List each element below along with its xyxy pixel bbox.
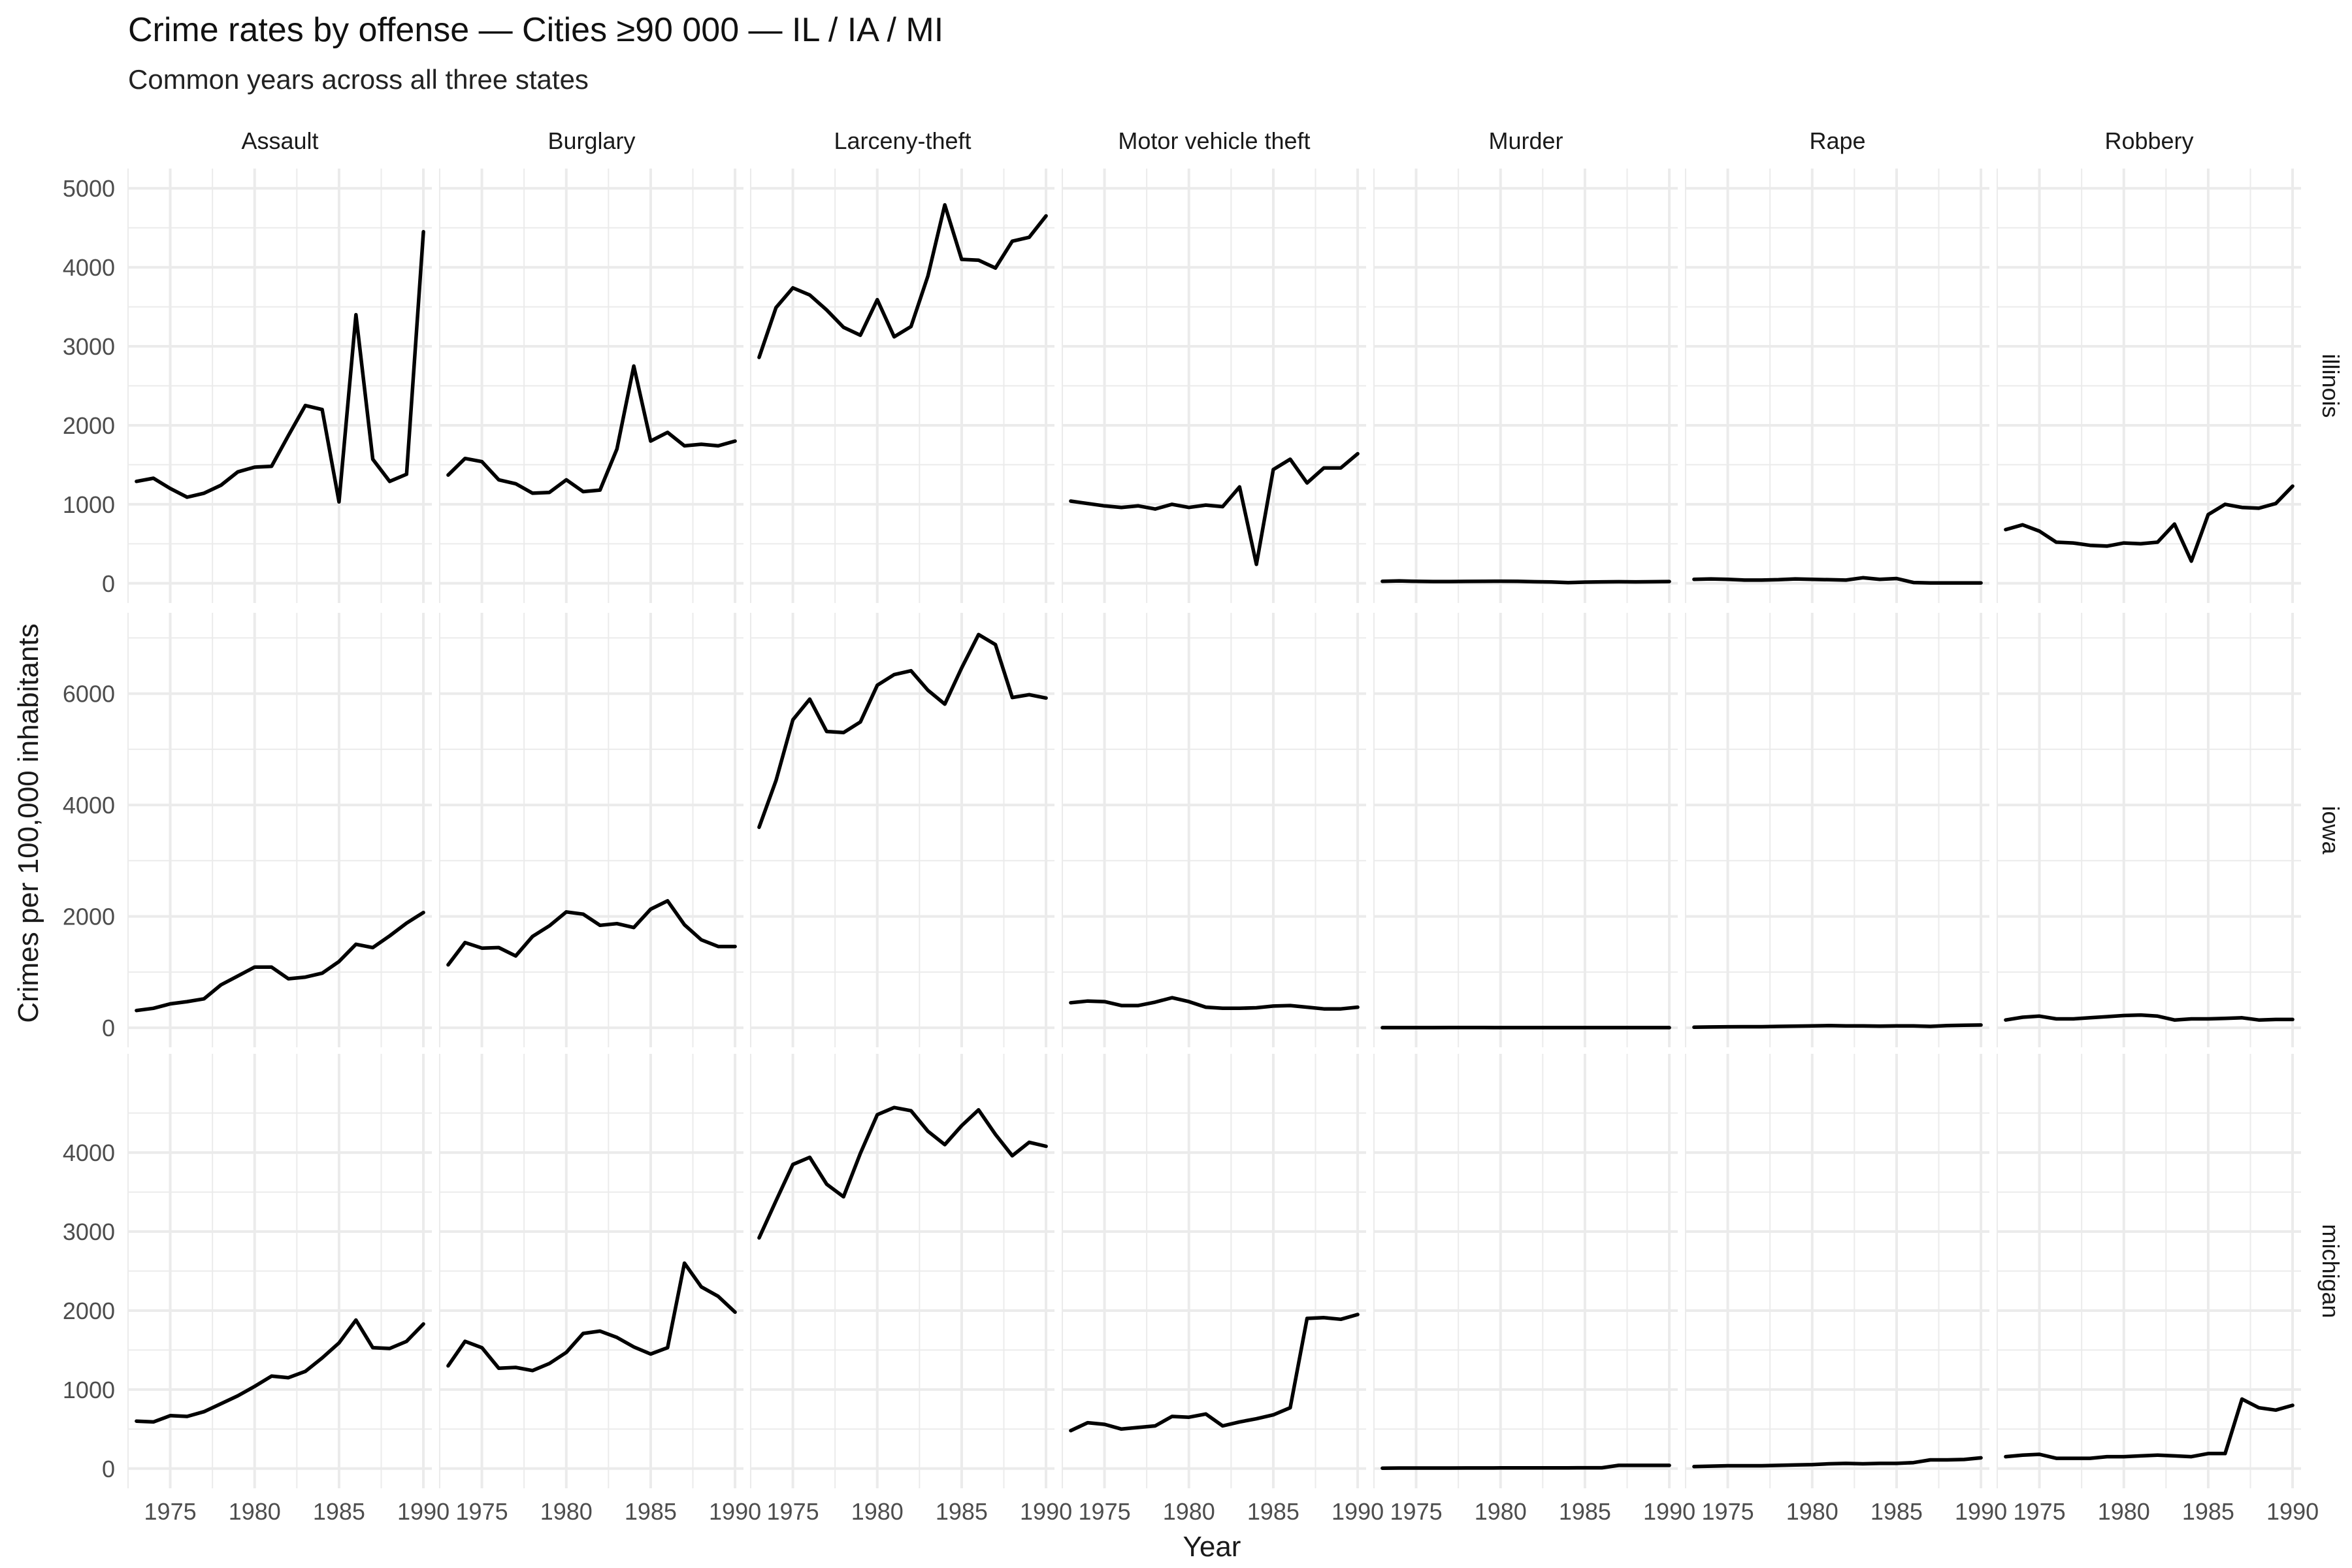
- chart-title: Crime rates by offense — Cities ≥90 000 …: [128, 11, 944, 49]
- series-line-illinois-robbery: [2004, 484, 2295, 563]
- series-line-illinois-assault: [135, 229, 425, 504]
- y-tick-label: 5000: [63, 175, 115, 202]
- y-tick-label: 0: [102, 1015, 115, 1041]
- strip-label-motor-vehicle-theft: Motor vehicle theft: [1118, 127, 1310, 154]
- x-tick-label: 1990: [1955, 1498, 2007, 1525]
- x-tick-label: 1980: [1163, 1498, 1215, 1525]
- series-line-iowa-motor-vehicle-theft: [1069, 996, 1360, 1011]
- x-tick-label: 1985: [936, 1498, 988, 1525]
- strip-label-murder: Murder: [1488, 127, 1563, 154]
- strip-label-rape: Rape: [1809, 127, 1865, 154]
- y-axis-title: Crimes per 100,000 inhabitants: [12, 623, 44, 1022]
- x-tick-label: 1990: [1643, 1498, 1695, 1525]
- x-axis-title: Year: [1183, 1531, 1241, 1563]
- x-tick-label: 1985: [1559, 1498, 1611, 1525]
- series-line-illinois-larceny-theft: [757, 203, 1048, 359]
- series-line-illinois-motor-vehicle-theft: [1069, 451, 1360, 566]
- x-tick-label: 1980: [1786, 1498, 1838, 1525]
- y-tick-label: 2000: [63, 904, 115, 930]
- series-line-michigan-assault: [135, 1318, 425, 1424]
- x-tick-label: 1975: [456, 1498, 508, 1525]
- y-tick-label: 1000: [63, 491, 115, 518]
- series-line-iowa-burglary: [446, 899, 737, 967]
- x-tick-label: 1980: [540, 1498, 593, 1525]
- series-line-iowa-robbery: [2004, 1013, 2295, 1022]
- x-tick-label: 1975: [1079, 1498, 1131, 1525]
- series-line-iowa-assault: [135, 910, 425, 1013]
- series-line-iowa-rape: [1692, 1023, 1983, 1030]
- row-strip-label-iowa: iowa: [2317, 806, 2344, 855]
- x-tick-label: 1990: [2266, 1498, 2319, 1525]
- row-strip-label-michigan: michigan: [2317, 1224, 2344, 1318]
- x-tick-label: 1990: [1020, 1498, 1072, 1525]
- series-line-illinois-rape: [1692, 576, 1983, 585]
- x-tick-label: 1985: [2182, 1498, 2234, 1525]
- x-tick-label: 1980: [2098, 1498, 2150, 1525]
- row-strip-label-illinois: illinois: [2317, 353, 2344, 417]
- y-tick-label: 4000: [63, 254, 115, 281]
- y-tick-label: 1000: [63, 1377, 115, 1403]
- series-line-michigan-motor-vehicle-theft: [1069, 1313, 1360, 1433]
- x-tick-label: 1990: [397, 1498, 449, 1525]
- series-line-michigan-murder: [1380, 1463, 1671, 1470]
- x-tick-label: 1980: [851, 1498, 904, 1525]
- strip-label-robbery: Robbery: [2104, 127, 2193, 154]
- series-line-michigan-burglary: [446, 1261, 737, 1373]
- y-tick-label: 4000: [63, 792, 115, 819]
- series-line-michigan-rape: [1692, 1456, 1983, 1469]
- x-tick-label: 1975: [1390, 1498, 1443, 1525]
- x-tick-label: 1990: [709, 1498, 761, 1525]
- y-tick-label: 3000: [63, 333, 115, 360]
- series-line-iowa-larceny-theft: [757, 632, 1048, 829]
- strip-label-larceny-theft: Larceny-theft: [834, 127, 971, 154]
- y-tick-label: 6000: [63, 681, 115, 708]
- series-line-illinois-burglary: [446, 364, 737, 495]
- y-tick-label: 0: [102, 570, 115, 597]
- x-tick-label: 1985: [1870, 1498, 1923, 1525]
- series-line-michigan-robbery: [2004, 1397, 2295, 1460]
- y-tick-label: 0: [102, 1456, 115, 1482]
- y-tick-label: 2000: [63, 412, 115, 439]
- series-line-illinois-murder: [1380, 579, 1671, 585]
- x-tick-label: 1980: [229, 1498, 281, 1525]
- x-tick-label: 1975: [144, 1498, 197, 1525]
- x-tick-label: 1985: [313, 1498, 365, 1525]
- chart-subtitle: Common years across all three states: [128, 64, 589, 95]
- y-tick-label: 3000: [63, 1218, 115, 1245]
- y-tick-label: 2000: [63, 1298, 115, 1324]
- strip-label-burglary: Burglary: [547, 127, 635, 154]
- x-tick-label: 1985: [1247, 1498, 1299, 1525]
- series-line-michigan-larceny-theft: [757, 1105, 1048, 1240]
- x-tick-label: 1975: [2014, 1498, 2066, 1525]
- x-tick-label: 1980: [1475, 1498, 1527, 1525]
- y-tick-label: 4000: [63, 1139, 115, 1166]
- x-tick-label: 1990: [1331, 1498, 1384, 1525]
- strip-label-assault: Assault: [241, 127, 318, 154]
- x-tick-label: 1975: [1702, 1498, 1754, 1525]
- x-tick-label: 1985: [625, 1498, 677, 1525]
- x-tick-label: 1975: [767, 1498, 819, 1525]
